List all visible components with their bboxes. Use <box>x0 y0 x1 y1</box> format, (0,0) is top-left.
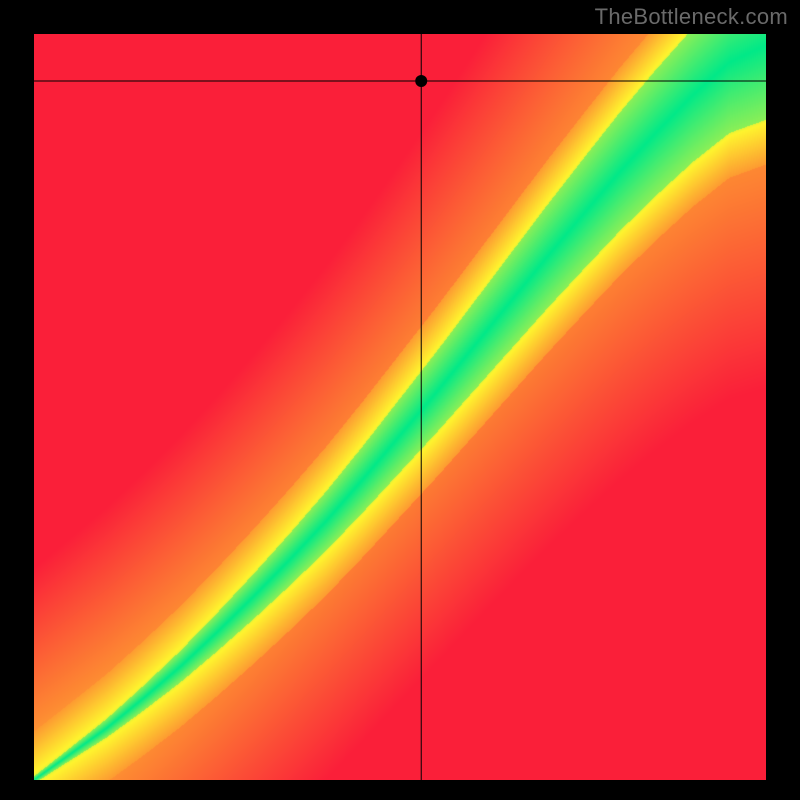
bottleneck-heatmap <box>34 34 766 780</box>
watermark-text: TheBottleneck.com <box>595 4 788 30</box>
heatmap-canvas <box>34 34 766 780</box>
